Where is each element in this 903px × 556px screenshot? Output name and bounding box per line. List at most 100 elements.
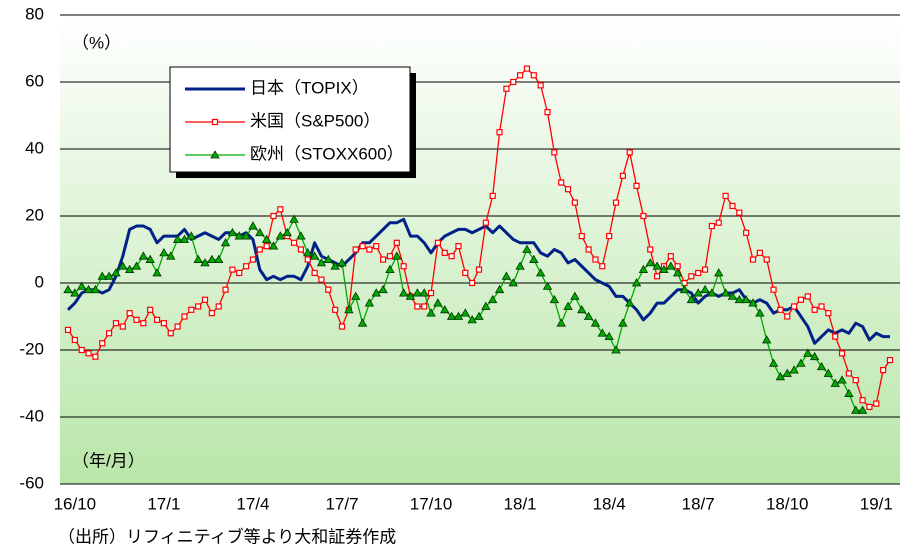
marker bbox=[789, 365, 799, 374]
marker bbox=[647, 246, 654, 253]
marker bbox=[70, 288, 80, 297]
marker bbox=[90, 284, 101, 294]
marker bbox=[153, 316, 161, 323]
marker bbox=[631, 278, 642, 287]
marker bbox=[741, 294, 751, 304]
marker bbox=[592, 256, 599, 263]
marker bbox=[859, 397, 866, 404]
marker bbox=[427, 289, 435, 297]
marker bbox=[241, 231, 251, 240]
marker bbox=[441, 249, 448, 256]
marker bbox=[352, 246, 359, 253]
marker bbox=[866, 403, 873, 411]
x-tick-label: 19/1 bbox=[860, 494, 893, 513]
marker bbox=[736, 209, 743, 216]
marker bbox=[604, 331, 614, 340]
marker bbox=[852, 377, 859, 384]
marker bbox=[542, 281, 553, 290]
marker bbox=[270, 212, 277, 220]
marker bbox=[469, 279, 476, 287]
marker bbox=[516, 72, 524, 79]
marker bbox=[222, 286, 229, 293]
marker bbox=[707, 288, 717, 297]
y-tick-label: -20 bbox=[19, 339, 44, 358]
marker bbox=[145, 254, 155, 263]
marker bbox=[619, 172, 626, 179]
marker bbox=[385, 264, 395, 273]
marker bbox=[625, 298, 635, 307]
marker bbox=[549, 294, 560, 304]
marker bbox=[482, 219, 489, 226]
marker bbox=[535, 268, 546, 277]
marker bbox=[838, 350, 846, 357]
marker bbox=[434, 239, 441, 246]
marker bbox=[762, 335, 772, 344]
marker bbox=[200, 258, 210, 267]
marker bbox=[722, 192, 729, 199]
marker bbox=[508, 278, 518, 287]
marker bbox=[818, 303, 825, 310]
marker bbox=[83, 284, 94, 294]
marker bbox=[522, 244, 532, 253]
marker bbox=[755, 308, 765, 317]
marker bbox=[419, 288, 429, 297]
marker bbox=[503, 85, 510, 92]
marker bbox=[393, 239, 400, 246]
marker bbox=[398, 288, 409, 297]
marker bbox=[255, 227, 265, 237]
marker bbox=[243, 263, 250, 270]
marker bbox=[763, 256, 770, 263]
marker bbox=[796, 358, 806, 367]
marker bbox=[357, 318, 368, 327]
marker bbox=[537, 82, 544, 89]
marker bbox=[748, 298, 758, 307]
marker bbox=[489, 192, 496, 199]
marker bbox=[421, 303, 428, 310]
x-tick-label: 18/4 bbox=[593, 494, 626, 513]
marker bbox=[248, 221, 258, 230]
marker bbox=[412, 288, 423, 297]
marker bbox=[426, 308, 436, 317]
marker bbox=[414, 303, 421, 310]
marker bbox=[475, 266, 483, 273]
marker bbox=[104, 271, 114, 280]
legend-label: 欧州（STOXX600） bbox=[250, 144, 404, 163]
legend-marker bbox=[210, 150, 220, 159]
y-tick-label: 60 bbox=[25, 71, 44, 90]
marker bbox=[215, 303, 222, 310]
y-tick-label: 40 bbox=[25, 138, 44, 157]
marker bbox=[585, 246, 592, 253]
marker bbox=[186, 231, 196, 240]
marker bbox=[775, 371, 786, 381]
marker bbox=[124, 264, 135, 273]
marker bbox=[770, 286, 777, 293]
marker bbox=[523, 65, 531, 72]
marker bbox=[640, 212, 647, 220]
marker bbox=[823, 368, 834, 377]
marker bbox=[323, 254, 333, 263]
marker bbox=[830, 378, 840, 387]
legend-label: 日本（TOPIX） bbox=[250, 78, 369, 97]
marker bbox=[652, 261, 662, 270]
marker bbox=[378, 284, 388, 294]
marker bbox=[611, 345, 621, 354]
marker bbox=[832, 333, 839, 340]
marker bbox=[825, 310, 832, 317]
marker bbox=[304, 256, 311, 263]
marker bbox=[433, 298, 443, 307]
marker bbox=[672, 268, 683, 277]
y-tick-label: -60 bbox=[19, 473, 44, 492]
marker bbox=[693, 288, 703, 297]
marker bbox=[453, 311, 464, 320]
marker bbox=[729, 202, 736, 210]
marker bbox=[126, 310, 133, 317]
x-tick-label: 17/10 bbox=[410, 494, 453, 513]
x-tick-label: 18/1 bbox=[504, 494, 537, 513]
marker bbox=[97, 271, 107, 280]
marker bbox=[332, 306, 339, 313]
x-tick-label: 17/1 bbox=[147, 494, 180, 513]
marker bbox=[633, 182, 640, 189]
marker bbox=[811, 306, 818, 313]
marker bbox=[160, 320, 167, 327]
